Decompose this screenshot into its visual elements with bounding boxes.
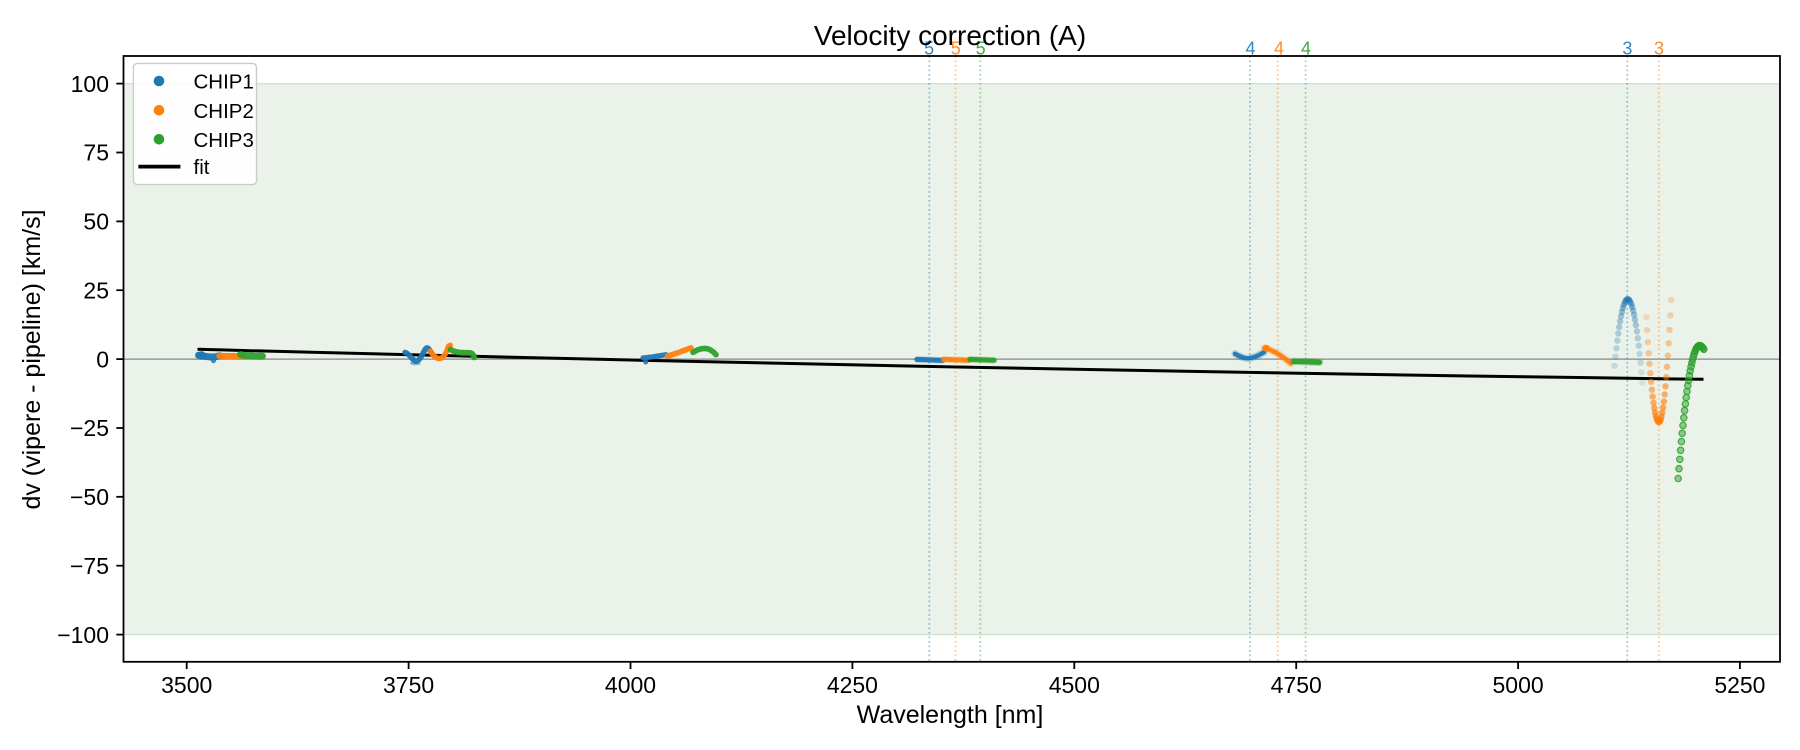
svg-text:4: 4	[1274, 39, 1284, 59]
svg-text:5: 5	[951, 39, 961, 59]
svg-text:4750: 4750	[1271, 672, 1322, 698]
svg-text:dv (vipere - pipeline) [km/s]: dv (vipere - pipeline) [km/s]	[18, 209, 46, 509]
svg-text:fit: fit	[194, 156, 210, 179]
svg-text:−25: −25	[70, 415, 109, 441]
svg-text:−100: −100	[57, 622, 109, 648]
svg-text:CHIP2: CHIP2	[194, 100, 254, 123]
svg-text:Wavelength [nm]: Wavelength [nm]	[857, 701, 1044, 729]
svg-text:CHIP3: CHIP3	[194, 129, 254, 152]
svg-text:Velocity correction (A): Velocity correction (A)	[814, 20, 1086, 51]
svg-text:CHIP1: CHIP1	[194, 71, 254, 94]
svg-text:75: 75	[83, 140, 109, 166]
svg-text:3: 3	[1654, 39, 1664, 59]
svg-text:100: 100	[71, 71, 109, 97]
svg-text:50: 50	[83, 209, 109, 235]
svg-text:5000: 5000	[1493, 672, 1544, 698]
svg-text:5250: 5250	[1714, 672, 1765, 698]
svg-text:3500: 3500	[161, 672, 212, 698]
svg-text:5: 5	[924, 39, 934, 59]
svg-text:4: 4	[1245, 39, 1255, 59]
svg-text:4000: 4000	[605, 672, 656, 698]
svg-text:0: 0	[96, 346, 109, 372]
svg-text:25: 25	[83, 277, 109, 303]
svg-text:4500: 4500	[1049, 672, 1100, 698]
svg-text:5: 5	[976, 39, 986, 59]
svg-text:3: 3	[1622, 39, 1632, 59]
svg-text:4250: 4250	[827, 672, 878, 698]
svg-text:−75: −75	[70, 553, 109, 579]
svg-text:3750: 3750	[383, 672, 434, 698]
svg-text:−50: −50	[70, 484, 109, 510]
svg-text:4: 4	[1301, 39, 1311, 59]
